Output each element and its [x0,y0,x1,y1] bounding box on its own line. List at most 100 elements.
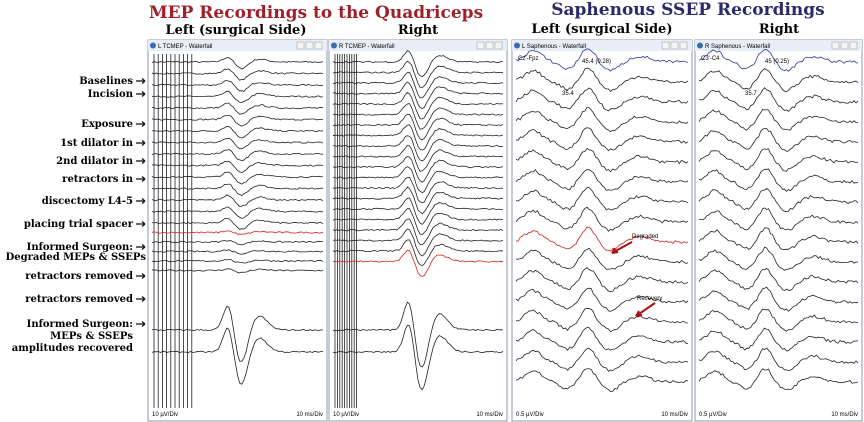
row-arrow [136,140,146,146]
annotation: C3'-C4 [701,56,720,62]
window [511,39,693,422]
waveform [332,324,504,391]
waveform [515,67,689,93]
waveform [332,239,504,267]
waveform [515,327,689,351]
waveform [151,80,324,92]
panel-subtitle: Right [398,23,438,38]
arrow [635,302,656,317]
window-button [485,41,494,50]
window-title: R Saphenous - Waterfall [705,44,770,50]
scale-left: 10 µV/Div [333,412,359,418]
waveform [332,301,504,368]
row-arrow [136,176,146,182]
window-icon [331,42,337,49]
row-label: Exposure [81,119,133,130]
waveform [151,149,324,161]
window-button [494,41,503,50]
waveform [151,115,324,127]
window-button [314,41,323,50]
row-arrow [136,296,146,302]
window-title: L Saphenous - Waterfall [522,44,586,50]
waveform [333,71,504,99]
row-label: Baselines [79,76,133,87]
window-title: R TCMEP - Waterfall [339,44,395,50]
waveform [698,109,859,131]
waveform [698,368,859,390]
waveform [332,50,504,78]
scale-right: 10 ms/Div [661,412,688,418]
title-bar [148,40,327,51]
waveform [515,147,689,173]
waveform [152,258,324,264]
title-bar [695,40,862,51]
waveform [515,127,689,152]
waveform [698,49,859,72]
waveform [515,206,689,232]
waveform [515,106,689,133]
waveform [151,268,324,274]
annotation: Recovery [637,296,662,302]
row-arrow [136,221,146,227]
waveform [332,218,504,246]
arrow [611,241,633,254]
window-button [476,41,485,50]
annotation: Degraded [632,234,658,240]
waveform [332,113,504,141]
panel-subtitle: Left (surgical Side) [532,22,673,37]
waveform [515,347,689,372]
row-label: retractors in [62,174,134,185]
window-icon [697,42,703,49]
window-icon [150,42,156,49]
scale-left: 10 µV/Div [152,412,178,418]
window-button [296,41,305,50]
row-label: amplitudes recovered [12,343,133,354]
row-label: 2nd dilator in [56,156,134,167]
scale-right: 10 ms/Div [831,412,858,418]
row-label: discectomy L4-5 [42,196,133,207]
waveform [151,206,323,219]
waveform [333,81,504,109]
waveform [332,228,504,257]
waveform [332,249,504,277]
scale-right: 10 ms/Div [476,412,503,418]
waveform [698,168,859,192]
waveform [151,102,324,115]
waveform [698,148,859,172]
scale-left: 0.5 µV/Div [516,412,544,418]
waveform [515,87,689,112]
waveform [151,230,324,235]
waveform [515,368,689,393]
window [147,39,328,422]
waveform [151,171,324,185]
waveform [515,307,689,333]
mep-title: MEP Recordings to the Quadriceps [149,3,483,23]
row-arrow [136,158,146,164]
annotation: 35.4 [562,91,574,97]
row-arrow [136,198,146,204]
waveform [151,239,324,246]
row-arrow [136,244,146,250]
waveform [698,267,859,292]
waveform [515,48,689,72]
window-button [670,41,679,50]
row-label: 1st dilator in [60,138,134,149]
waveform [698,246,859,271]
annotation: 45.4 (0.28) [582,59,611,65]
row-label: Degraded MEPs & SSEPs [6,252,147,263]
annotation: 35.7 [745,91,757,97]
title-bar [329,40,507,51]
row-label: Informed Surgeon: [27,242,133,253]
waveform [698,227,859,250]
waveform [151,305,324,362]
waveform [698,286,859,312]
row-arrow [136,91,146,97]
waveform [332,144,504,172]
row-arrow [136,273,146,279]
waveform [515,267,689,292]
row-label: MEPs & SSEPs [50,331,133,342]
row-label: retractors removed [25,271,133,282]
ssep-title: Saphenous SSEP Recordings [551,0,825,20]
waveform [332,208,503,235]
